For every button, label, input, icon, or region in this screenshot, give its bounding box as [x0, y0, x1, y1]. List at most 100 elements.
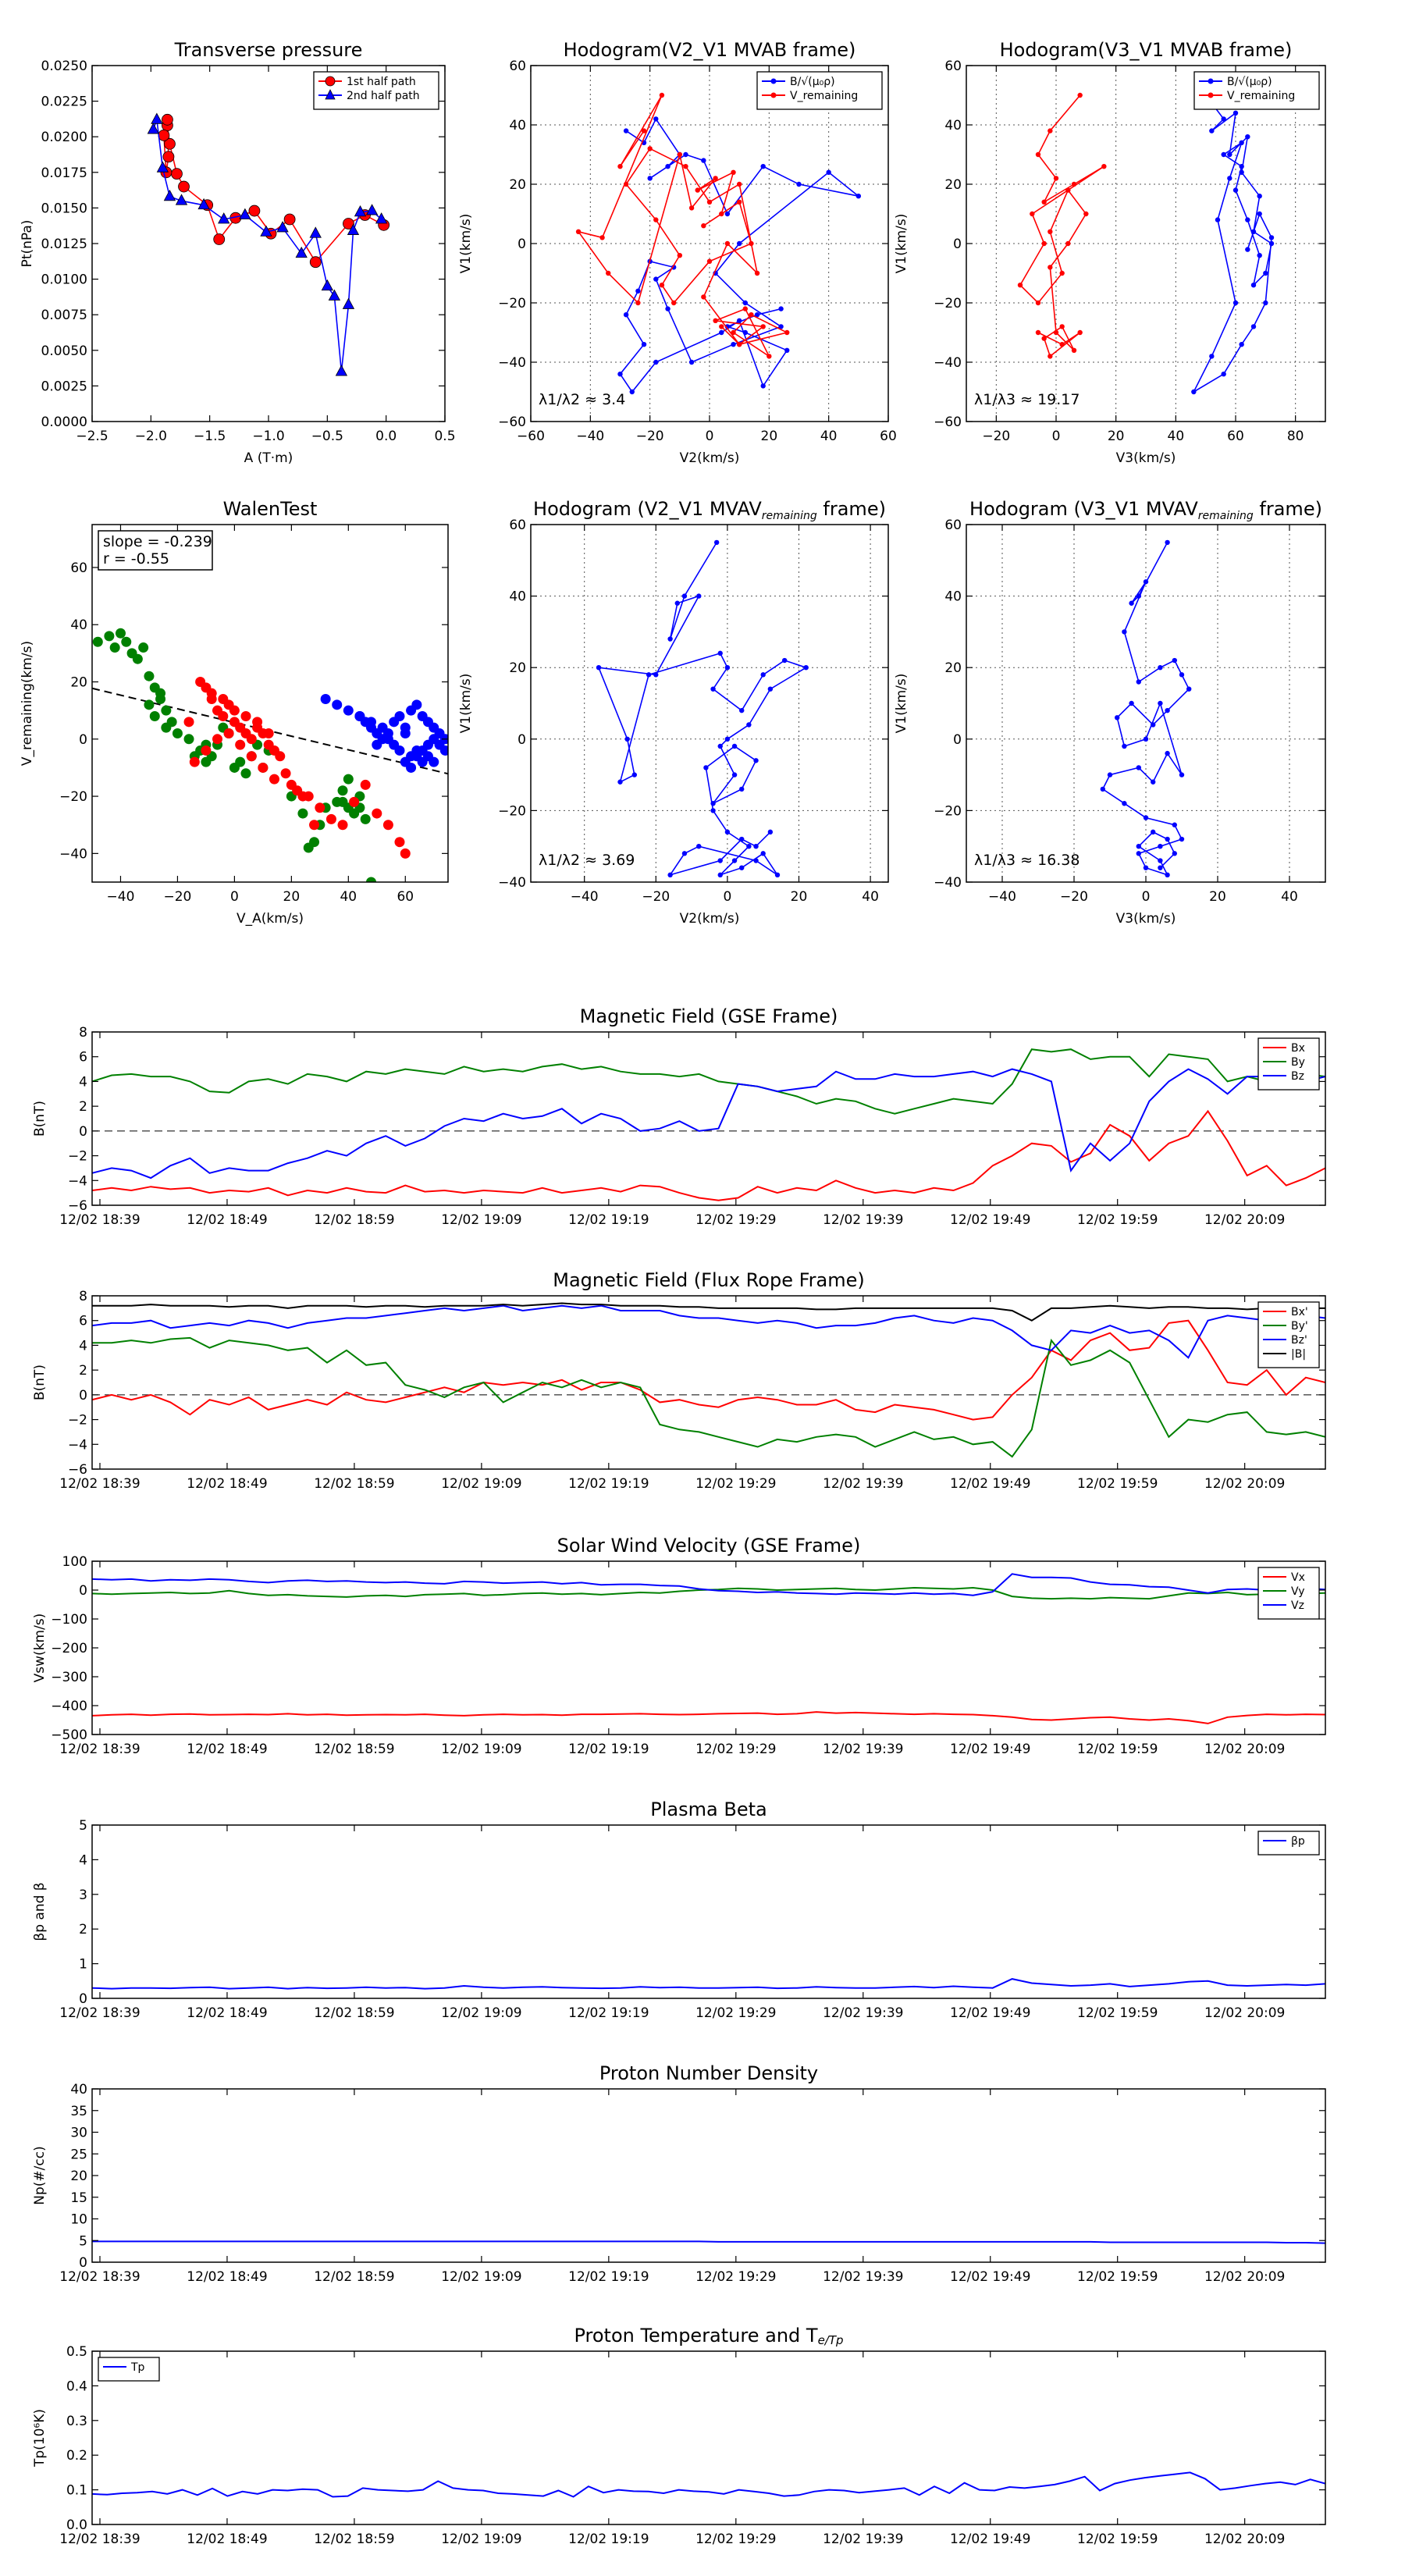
data-point — [178, 180, 190, 193]
legend-marker — [770, 78, 777, 84]
chart-hodogram-v3-v1-mvav: Hodogram (V3_V1 MVAVremaining frame) −40 −… — [894, 498, 1326, 927]
data-point — [760, 383, 766, 389]
data-point — [1048, 229, 1053, 234]
data-point — [229, 705, 240, 716]
data-point — [784, 347, 790, 353]
y-tick-label: 20 — [944, 660, 962, 676]
data-point — [354, 710, 365, 721]
chart-title: Proton Number Density — [599, 2062, 818, 2084]
data-point — [309, 226, 322, 238]
y-tick-label: −200 — [51, 1641, 87, 1656]
data-point — [717, 858, 723, 863]
data-point — [1143, 815, 1149, 820]
data-point — [1143, 736, 1149, 742]
data-point — [132, 653, 143, 664]
x-axis-label: V3(km/s) — [1116, 911, 1176, 927]
data-point — [696, 844, 702, 849]
data-point — [1136, 844, 1142, 849]
y-tick-label: −40 — [498, 875, 526, 891]
data-point — [1179, 836, 1185, 842]
x-tick-label: −0.5 — [311, 429, 343, 444]
y-axis-label: Np(#/cc) — [32, 2146, 48, 2204]
y-tick-label: 3 — [79, 1888, 87, 1903]
y-tick-label: −20 — [59, 789, 87, 805]
data-point — [429, 756, 439, 767]
x-tick-label: 12/02 19:09 — [441, 2532, 521, 2547]
y-tick-label: 15 — [70, 2190, 87, 2206]
x-tick-label: −40 — [571, 889, 599, 905]
chart-title: Hodogram(V3_V1 MVAB frame) — [1000, 39, 1293, 61]
data-point — [175, 194, 188, 205]
data-point — [162, 151, 175, 163]
legend: Tp — [98, 2357, 160, 2382]
title-end: frame) — [1254, 498, 1322, 520]
series-line — [92, 2240, 1325, 2244]
data-point — [1158, 865, 1163, 870]
data-point — [1179, 772, 1185, 777]
data-point — [280, 768, 291, 779]
data-point — [742, 306, 748, 311]
y-tick-label: 0.0100 — [41, 272, 87, 288]
data-point — [1059, 324, 1065, 329]
data-point — [1268, 240, 1275, 247]
data-point — [104, 631, 115, 642]
x-tick-label: 20 — [1209, 889, 1226, 905]
x-tick-label: 12/02 19:19 — [568, 2005, 649, 2021]
y-tick-label: −2 — [68, 1413, 87, 1429]
y-tick-label: 40 — [944, 118, 962, 133]
legend-label: B/√(μ₀ρ) — [790, 76, 835, 88]
series-line — [92, 1319, 1325, 1421]
data-point — [144, 671, 155, 681]
chart-proton-number-density: Proton Number Density 0 5 10 15 20 25 30 35 40 12/… — [32, 2062, 1326, 2285]
series-line — [163, 119, 385, 264]
x-tick-label: −1.0 — [252, 429, 284, 444]
data-point — [1059, 270, 1065, 276]
data-point — [235, 739, 246, 750]
legend-label: V_remaining — [1227, 90, 1295, 102]
data-point — [315, 802, 325, 813]
data-point — [629, 389, 635, 395]
y-tick-label: 0 — [953, 732, 962, 748]
y-axis-label: Vsw(km/s) — [32, 1614, 48, 1683]
x-tick-label: 12/02 19:59 — [1077, 1742, 1158, 1757]
data-point — [276, 221, 289, 233]
data-point — [283, 213, 296, 226]
series-vx — [92, 1711, 1325, 1724]
data-point — [703, 765, 709, 770]
data-point — [731, 772, 738, 777]
data-point — [681, 593, 688, 599]
chart-title: Hodogram(V2_V1 MVAB frame) — [564, 39, 856, 61]
y-tick-label: 0.0075 — [41, 308, 87, 323]
data-point — [659, 283, 665, 288]
data-point — [731, 858, 738, 863]
data-point — [297, 808, 308, 819]
data-point — [677, 253, 683, 258]
data-point — [760, 324, 766, 329]
series-np — [92, 2240, 1325, 2244]
x-axis-label: V_A(km/s) — [237, 911, 304, 927]
x-tick-label: −2.5 — [76, 429, 108, 444]
data-point — [1035, 300, 1041, 306]
y-tick-label: 4 — [79, 1852, 87, 1868]
data-point — [1268, 235, 1275, 240]
data-point — [161, 722, 172, 733]
data-point — [1172, 822, 1178, 827]
x-tick-label: −60 — [517, 429, 545, 444]
y-tick-label: −2 — [68, 1149, 87, 1165]
legend-label: Bz — [1291, 1070, 1304, 1083]
data-point — [1250, 229, 1257, 234]
chart-title: Proton Temperature and Te/Tp — [574, 2325, 843, 2347]
chart-title: Transverse pressure — [174, 39, 363, 61]
data-point — [1065, 187, 1071, 193]
data-point — [1186, 686, 1192, 692]
y-tick-label: 30 — [70, 2126, 87, 2141]
series-line — [152, 119, 382, 372]
data-point — [688, 205, 695, 211]
x-tick-label: 0 — [1052, 429, 1061, 444]
legend-label: Tp — [130, 2361, 145, 2374]
chart-title: Plasma Beta — [650, 1799, 767, 1820]
data-point — [778, 306, 784, 311]
y-tick-label: 20 — [509, 177, 526, 193]
